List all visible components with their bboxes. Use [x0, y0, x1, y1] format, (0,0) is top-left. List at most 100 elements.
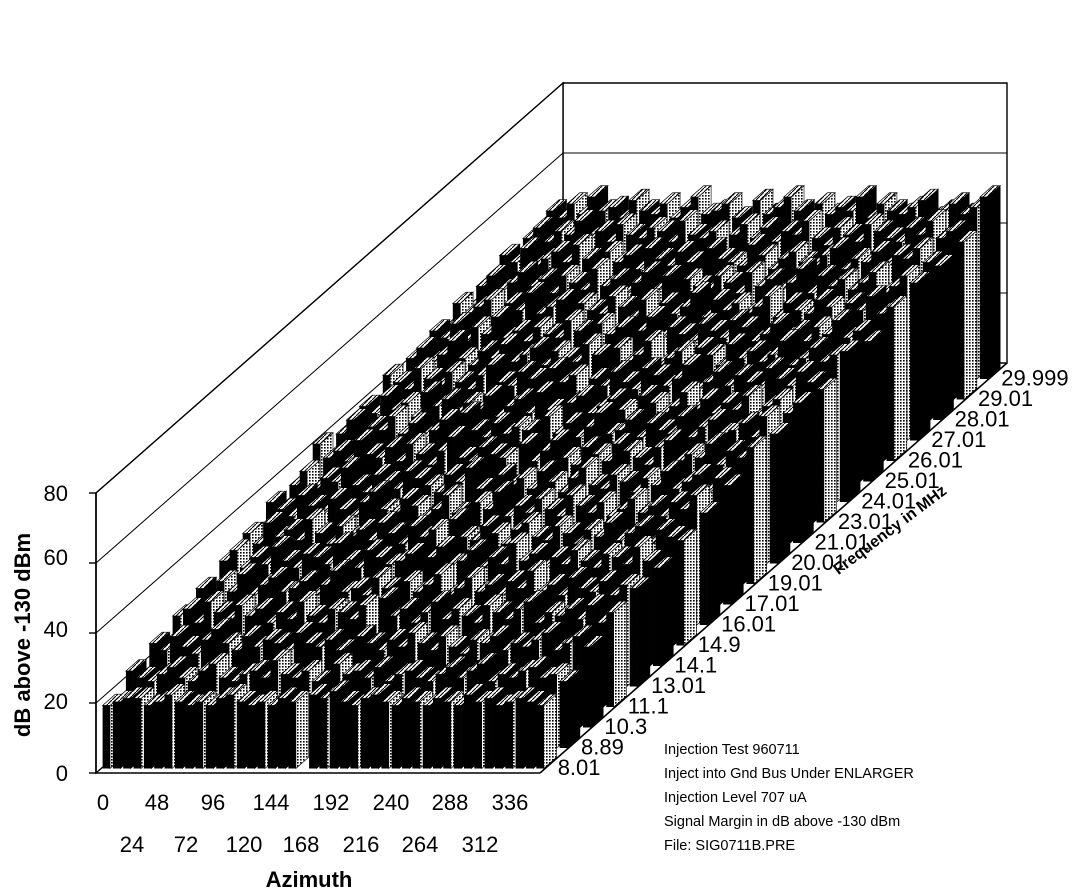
bar-front-face — [443, 702, 451, 769]
bar-top-face — [575, 384, 598, 397]
bar-top-face — [834, 195, 857, 208]
bar-top-face — [441, 387, 464, 400]
bar-top-face — [851, 319, 875, 332]
bar-top-face — [782, 291, 805, 304]
x-tick-label: 24 — [120, 832, 144, 857]
bar-top-face — [810, 315, 833, 328]
bar-top-face — [542, 322, 565, 335]
bar-top-face — [638, 199, 661, 212]
bar-top-face — [793, 199, 816, 212]
bar-top-face — [704, 343, 727, 356]
bar-top-face — [495, 370, 518, 383]
bar-top-face — [662, 428, 686, 441]
bar-top-face — [688, 483, 711, 496]
bar-top-face — [370, 683, 393, 696]
bar-front-face — [515, 698, 523, 769]
bar-front-face — [412, 702, 420, 769]
bar-top-face — [406, 514, 430, 527]
bar-top-face — [331, 531, 355, 544]
annotation-line: Signal Margin in dB above -130 dBm — [664, 814, 901, 830]
bar-top-face — [706, 408, 730, 421]
bar-front-face — [559, 681, 567, 748]
bar-top-face — [665, 525, 688, 538]
frequency-axis-line — [539, 362, 1008, 774]
bar-top-face — [428, 319, 451, 332]
bar-top-face — [524, 690, 548, 703]
x-tick-label: 336 — [492, 790, 529, 815]
frequency-tick-label: 29.01 — [978, 386, 1033, 411]
bar-top-face — [135, 666, 158, 679]
bar-top-face — [466, 538, 489, 551]
bar-top-face — [582, 635, 605, 648]
bar-top-face — [327, 487, 350, 500]
bar-top-face — [564, 597, 587, 610]
bar-top-face — [469, 418, 492, 431]
bar-top-face — [731, 206, 754, 219]
bar-top-face — [438, 408, 461, 421]
bar-top-face — [655, 418, 678, 431]
bar-top-face — [490, 305, 513, 318]
bar-top-face — [365, 631, 388, 644]
bar-top-face — [621, 439, 644, 452]
bar-top-face — [746, 233, 769, 246]
bar-top-face — [759, 216, 782, 229]
bar-top-face — [540, 621, 563, 634]
x-tick-label: 48 — [145, 790, 169, 815]
bar-top-face — [497, 446, 520, 459]
bar-top-face — [641, 549, 664, 562]
bar-top-face — [362, 538, 386, 551]
bar-top-face — [547, 356, 570, 369]
bar-top-face — [308, 683, 331, 696]
bar — [862, 329, 885, 483]
bar-top-face — [370, 566, 393, 579]
bar-top-face — [372, 655, 395, 668]
bar-top-face — [326, 597, 349, 610]
frequency-tick-label: 8.01 — [558, 755, 601, 780]
bar-top-face — [595, 490, 618, 503]
bar-top-face — [842, 223, 865, 236]
bar-top-face — [422, 473, 445, 486]
bar-top-face — [345, 408, 368, 421]
bar-top-face — [215, 569, 238, 582]
bar-front-face — [909, 283, 918, 441]
bar-top-face — [459, 401, 482, 414]
bar-front-face — [583, 647, 591, 728]
bar-top-face — [559, 446, 582, 459]
bar-top-face — [513, 387, 536, 400]
bar-top-face — [217, 666, 241, 679]
bar-top-face — [875, 192, 898, 205]
bar-top-face — [637, 288, 660, 301]
bar-front-face — [886, 307, 894, 461]
bar-top-face — [306, 494, 329, 507]
bar-top-face — [228, 538, 251, 551]
bar-top-face — [443, 360, 466, 373]
bar-top-face — [385, 628, 408, 641]
bar-top-face — [537, 267, 560, 280]
bar-top-face — [300, 659, 323, 672]
annotation-line: File: SIG0711B.PRE — [664, 838, 796, 854]
bar-top-face — [569, 538, 592, 551]
bar-top-face — [903, 216, 927, 229]
bar-top-face — [561, 521, 585, 534]
bar-top-face — [656, 219, 679, 232]
bar-top-face — [794, 360, 818, 373]
bar-top-face — [241, 521, 264, 534]
bar-front-face — [174, 702, 183, 769]
bar-side-face — [916, 271, 931, 442]
bar-top-face — [608, 360, 632, 373]
bar-top-face — [280, 549, 303, 562]
bar-top-face — [541, 404, 564, 417]
bar-side-face — [730, 473, 744, 606]
bar-top-face — [386, 521, 409, 534]
bar-top-face — [179, 635, 202, 648]
bar-top-face — [409, 494, 432, 507]
bar-top-face — [166, 655, 189, 668]
bar-top-face — [332, 439, 355, 452]
bar-top-face — [256, 690, 279, 703]
bar-top-face — [481, 593, 504, 606]
bar-top-face — [643, 236, 666, 249]
bar-top-face — [712, 264, 735, 277]
bar-top-face — [614, 315, 637, 328]
bar-front-face — [185, 705, 193, 769]
bar-top-face — [661, 264, 684, 277]
